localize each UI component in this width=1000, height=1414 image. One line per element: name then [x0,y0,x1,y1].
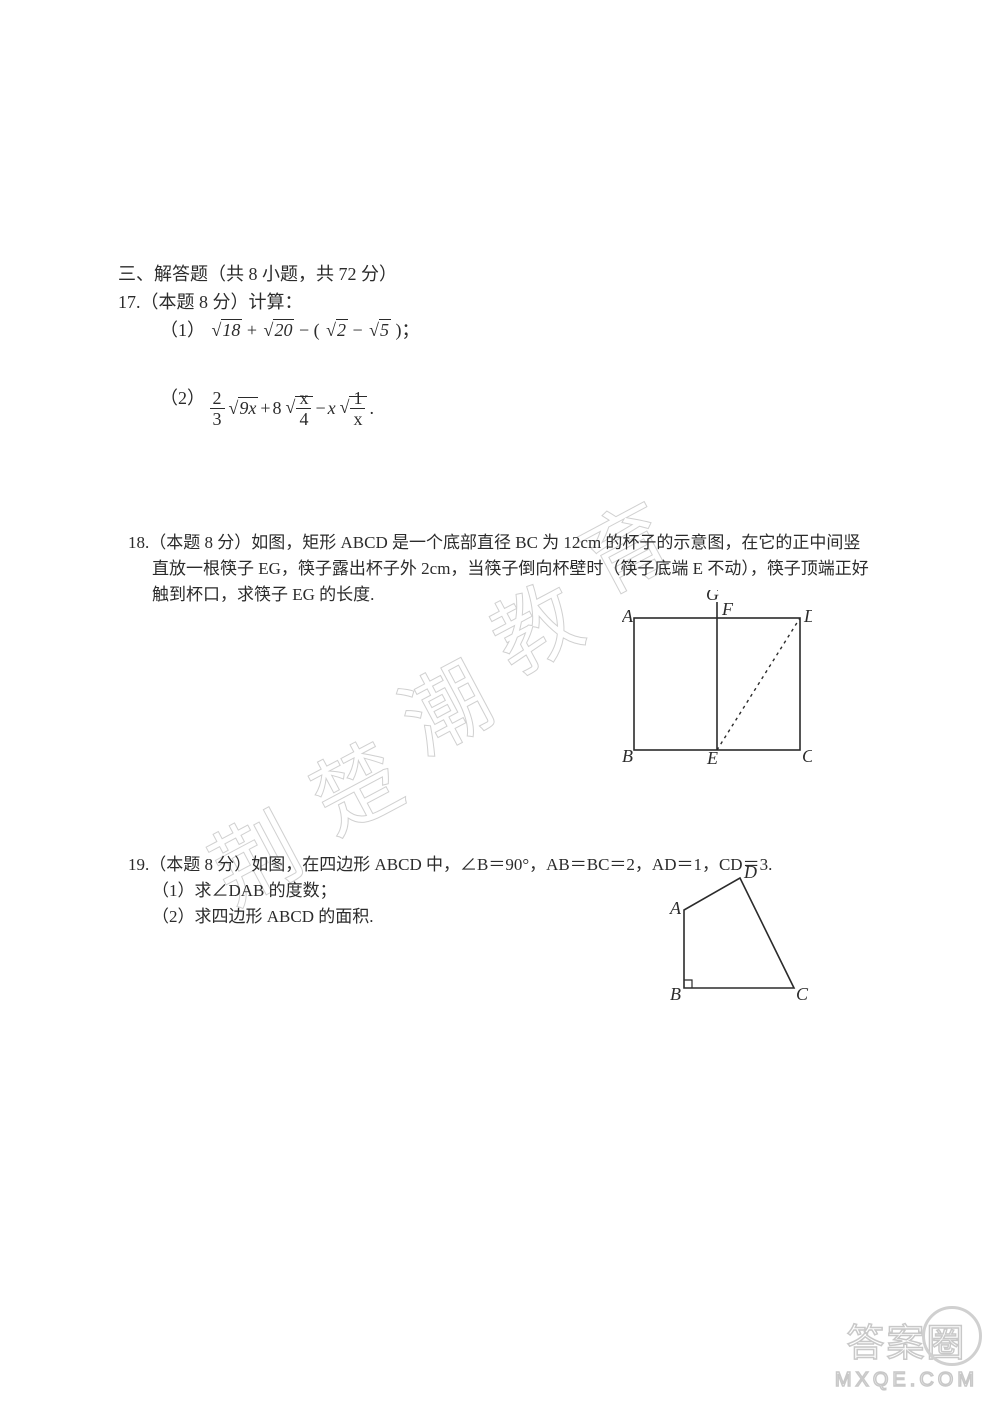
label-G: G [706,590,719,604]
page: 荆 楚 潮 教 育 三、解答题（共 8 小题，共 72 分） 17.（本题 8 … [0,0,1000,1414]
label-A: A [622,606,634,626]
q17-expr1: 18 + 20 − ( 2 − 5 )； [210,320,420,340]
q17-expr2: 23 9x + 8 x4 − x 1x . [210,389,374,428]
label-D: D [803,606,812,626]
q18-line3: 触到杯口，求筷子 EG 的长度. [152,580,374,605]
q17-part2: （2） 23 9x + 8 x4 − x 1x . [160,384,374,428]
corner-badge: 答案圈 MXQE.COM [835,1312,978,1392]
label-A: A [669,898,682,918]
label-B: B [670,984,681,1004]
watermark-char: 潮 [376,627,511,778]
q17-part2-prefix: （2） [160,388,205,408]
q18-line2: 直放一根筷子 EG，筷子露出杯子外 2cm，当筷子倒向杯壁时（筷子底端 E 不动… [152,554,869,579]
watermark-char: 楚 [286,707,421,858]
q19-part2: （2）求四边形 ABCD 的面积. [152,902,373,927]
badge-line2: MXQE.COM [835,1369,978,1392]
q19-diagram: A B C D [666,866,816,1006]
q17-header: 17.（本题 8 分）计算： [118,288,303,314]
badge-circle-icon [922,1306,982,1366]
section-header: 三、解答题（共 8 小题，共 72 分） [118,260,397,286]
label-E: E [706,748,718,765]
q18-line1: 18.（本题 8 分）如图，矩形 ABCD 是一个底部直径 BC 为 12cm … [128,528,860,553]
q19-part1: （1）求∠DAB 的度数； [152,876,337,901]
label-F: F [721,599,734,619]
q18-diagram: A B C D E F G [622,590,812,765]
label-D: D [743,866,757,882]
q17-part1-prefix: （1） [160,320,205,340]
label-B: B [622,746,633,765]
q17-part1: （1） 18 + 20 − ( 2 − 5 )； [160,316,420,342]
label-C: C [802,746,812,765]
label-C: C [796,984,809,1004]
